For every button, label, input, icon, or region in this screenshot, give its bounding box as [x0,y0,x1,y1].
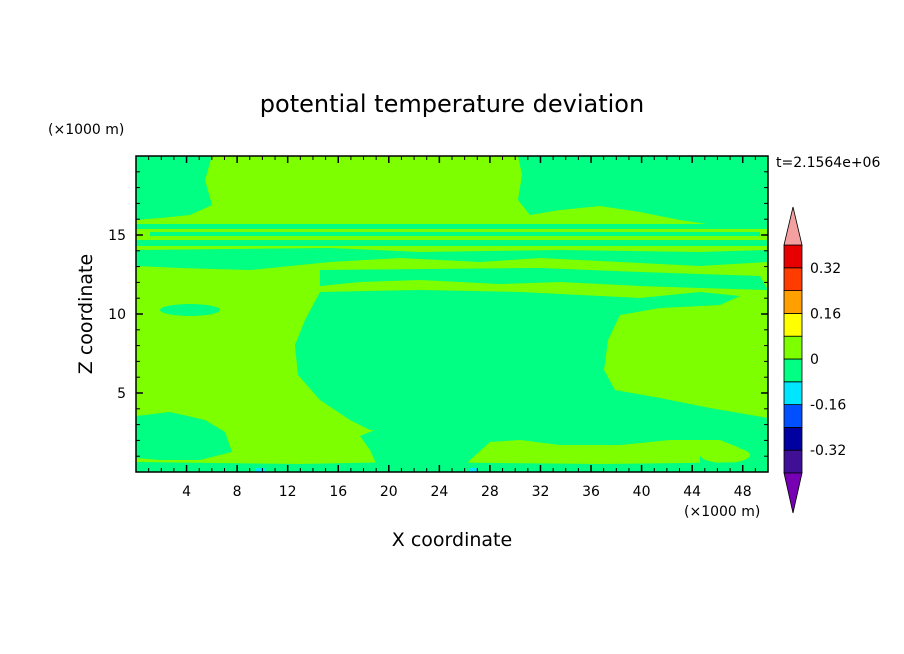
colorbar-tick-label: 0 [810,352,819,368]
island-left [160,304,220,316]
y-tick-label: 15 [108,228,126,244]
colorbar-segment [783,290,803,314]
colorbar-segment [783,449,803,474]
x-tick-label: 48 [734,484,752,500]
negative-region-upper-left [136,156,212,220]
negative-region-upper-right [518,156,768,228]
time-label: t=2.1564e+06 [776,155,880,171]
x-axis-label: X coordinate [392,529,512,551]
x-tick-label: 32 [532,484,550,500]
x-tick-label: 24 [430,484,448,500]
y-axis: 5 10 15 [108,171,768,457]
colorbar-tick-label: -0.16 [810,398,846,414]
y-tick-label: 5 [117,386,126,402]
x-tick-label: 12 [279,484,297,500]
x-tick-label: 16 [329,484,347,500]
colorbar-over-triangle [783,206,803,246]
x-tick-label: 8 [233,484,242,500]
chart-title: potential temperature deviation [260,90,644,118]
band-1 [136,224,768,229]
band-2 [150,232,760,236]
x-tick-label: 36 [582,484,600,500]
band-4 [136,248,768,270]
x-unit-label: (×1000 m) [684,504,760,520]
colorbar-segment [783,267,803,291]
colorbar-tick-label: 0.32 [810,261,841,277]
band-3 [136,240,768,246]
contour-field [136,156,768,472]
colorbar-segment [783,381,803,405]
band-5 [320,268,768,290]
negative-region-center [295,290,768,472]
colorbar-segment [783,404,803,428]
colorbar-segment [783,358,803,383]
island-right [700,447,750,463]
cyan-speck-1 [255,468,265,472]
y-unit-label: (×1000 m) [48,122,124,138]
bottom-strip [136,462,768,472]
x-tick-label: 40 [633,484,651,500]
cyan-speck-2 [470,468,478,472]
colorbar-tick-label: -0.32 [810,443,846,459]
negative-region-lower-left [136,412,232,460]
colorbar-segment [783,244,803,269]
x-axis: 4 8 12 16 20 24 28 32 36 40 44 48 [148,156,756,500]
colorbar-segment [783,312,803,337]
colorbar-tick-label: 0.16 [810,306,841,322]
colorbar-under-triangle [783,472,803,514]
x-tick-label: 4 [182,484,191,500]
colorbar: -0.32 -0.16 0 0.16 0.32 [783,206,846,514]
y-tick-label: 10 [108,307,126,323]
y-axis-label: Z coordinate [75,254,97,374]
colorbar-segment [783,335,803,360]
colorbar-segment [783,426,803,451]
x-tick-label: 28 [481,484,499,500]
x-tick-label: 44 [683,484,701,500]
x-tick-label: 20 [380,484,398,500]
